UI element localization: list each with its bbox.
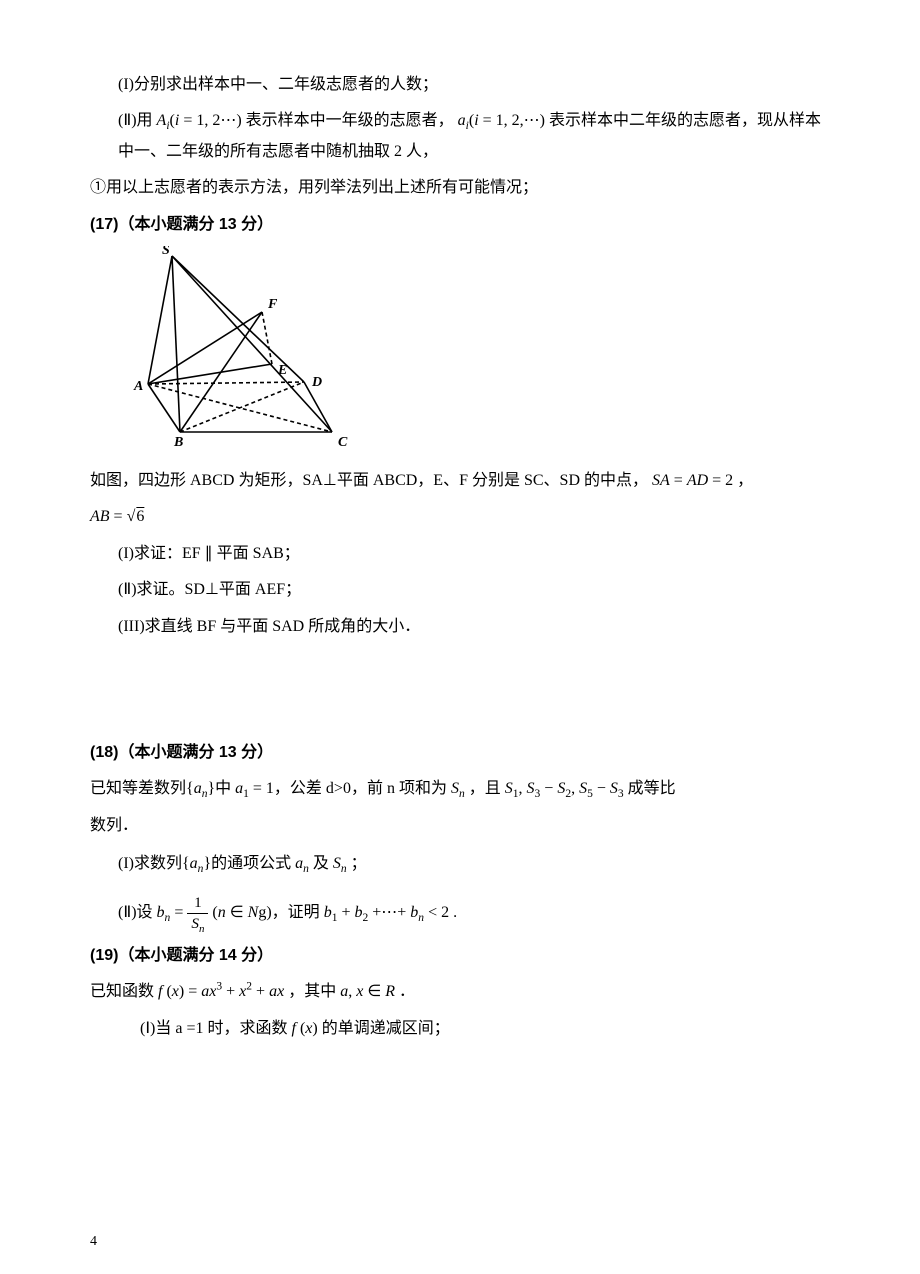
p17-heading: (17)（本小题满分 13 分）	[90, 210, 830, 240]
frac-den: Sn	[187, 914, 208, 931]
p19-stem: 已知函数 f (x) = ax3 + x2 + ax ，其中 a, x ∈ R …	[90, 977, 830, 1007]
svg-text:S: S	[162, 246, 170, 258]
p17-diagram: S A B C D F E	[120, 246, 370, 456]
p16-sub-II: (Ⅱ)用 Ai(i = 1, 2⋯) 表示样本中一年级的志愿者， ai(i = …	[90, 106, 830, 167]
p19-heading: (19)（本小题满分 14 分）	[90, 941, 830, 971]
svg-text:A: A	[133, 379, 143, 394]
p16-sub-I: (I)分别求出样本中一、二年级志愿者的人数；	[90, 70, 830, 100]
p17-sub-II: (Ⅱ)求证。SD⊥平面 AEF；	[90, 575, 830, 605]
frac-num: 1	[187, 895, 208, 913]
svg-text:E: E	[277, 363, 287, 378]
p18-sub-II-prefix: (Ⅱ)设 bn =	[118, 898, 183, 928]
p18-sub-I: (I)求数列{an}的通项公式 an 及 Sn ；	[90, 849, 830, 879]
svg-text:C: C	[338, 435, 348, 450]
svg-text:B: B	[173, 435, 183, 450]
p18-stem: 已知等差数列{an}中 a1 = 1，公差 d>0，前 n 项和为 Sn ，且 …	[90, 774, 830, 804]
svg-text:D: D	[311, 375, 322, 390]
p19-sub-I: (Ⅰ)当 a =1 时，求函数 f (x) 的单调递减区间；	[90, 1014, 830, 1044]
p17-stem: 如图，四边形 ABCD 为矩形，SA⊥平面 ABCD，E、F 分别是 SC、SD…	[90, 466, 830, 496]
svg-text:F: F	[267, 297, 278, 312]
fraction-1-over-Sn: 1 Sn	[187, 895, 208, 930]
spacer	[90, 648, 830, 738]
p18-sub-II-suffix: (n ∈ Ng)，证明 b1 + b2 +⋯+ bn < 2 .	[212, 898, 457, 928]
p18-sub-II: (Ⅱ)设 bn = 1 Sn (n ∈ Ng)，证明 b1 + b2 +⋯+ b…	[90, 895, 457, 930]
page-number: 4	[90, 1229, 97, 1256]
p18-heading: (18)（本小题满分 13 分）	[90, 738, 830, 768]
p16-sub-II-1: ①用以上志愿者的表示方法，用列举法列出上述所有可能情况；	[90, 173, 830, 203]
p17-stem-2: AB = √6	[90, 502, 830, 532]
p18-stem-2: 数列．	[90, 811, 830, 841]
p17-sub-III: (III)求直线 BF 与平面 SAD 所成角的大小．	[90, 612, 830, 642]
p17-sub-I: (I)求证：EF ∥ 平面 SAB；	[90, 539, 830, 569]
